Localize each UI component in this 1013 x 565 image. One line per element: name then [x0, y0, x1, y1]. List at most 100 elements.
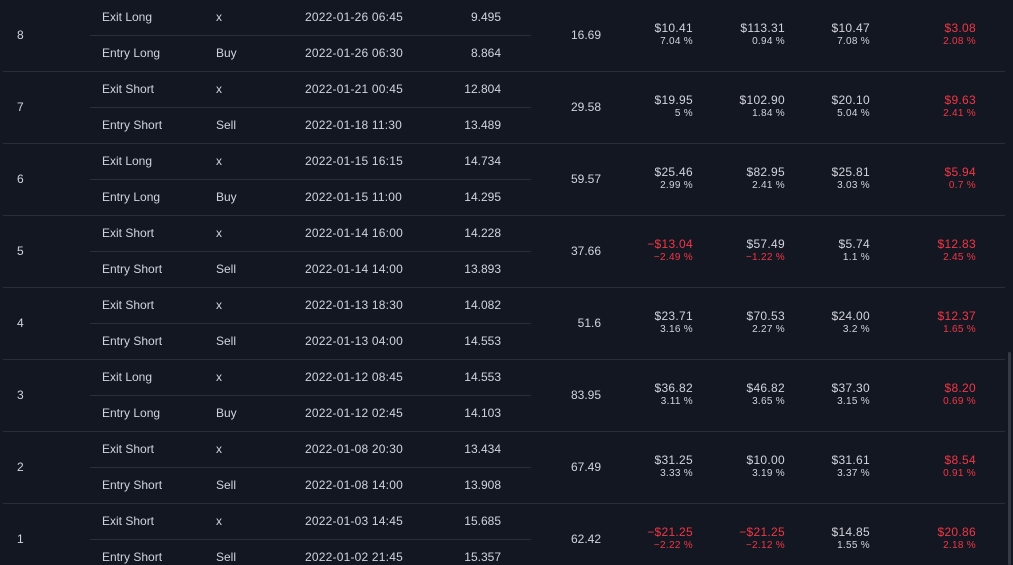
trade-datetime: 2022-01-26 06:45	[305, 10, 403, 24]
profit: $36.82 3.11 %	[654, 381, 693, 408]
run-up-percent: 3.37 %	[837, 468, 870, 479]
cumulative-profit-percent: 3.19 %	[752, 468, 785, 479]
trade-type: Exit Long	[102, 154, 153, 168]
cumulative-profit: $10.00 3.19 %	[746, 453, 785, 480]
trade-type: Entry Long	[102, 190, 161, 204]
drawdown: $8.54 0.91 %	[943, 453, 976, 480]
trade-row[interactable]: 5 Exit Short x 2022-01-14 16:00 14.228 Entry …	[3, 215, 1005, 288]
run-up: $10.47 7.08 %	[831, 21, 870, 48]
run-up: $5.74 1.1 %	[838, 237, 870, 264]
profit-percent: 7.04 %	[660, 36, 693, 47]
trade-signal: x	[216, 226, 222, 240]
entry-subrow: Entry Short Sell 2022-01-02 21:45 15.357	[90, 539, 531, 565]
run-up: $37.30 3.15 %	[831, 381, 870, 408]
cumulative-profit: $46.82 3.65 %	[746, 381, 785, 408]
trade-type: Entry Short	[102, 478, 163, 492]
profit: $25.46 2.99 %	[654, 165, 693, 192]
profit-percent: −2.49 %	[653, 252, 693, 263]
entry-subrow: Entry Long Buy 2022-01-15 11:00 14.295	[90, 179, 531, 215]
run-up: $14.85 1.55 %	[831, 525, 870, 552]
profit-percent: 5 %	[674, 108, 693, 119]
drawdown-value: $3.08	[944, 21, 976, 35]
exit-subrow: Exit Long x 2022-01-26 06:45 9.495	[90, 0, 531, 36]
cumulative-profit-value: $102.90	[739, 93, 785, 107]
trade-type: Entry Long	[102, 46, 161, 60]
exit-subrow: Exit Long x 2022-01-15 16:15 14.734	[90, 143, 531, 180]
exit-subrow: Exit Short x 2022-01-14 16:00 14.228	[90, 215, 531, 252]
entry-subrow: Entry Long Buy 2022-01-12 02:45 14.103	[90, 395, 531, 431]
exit-subrow: Exit Long x 2022-01-12 08:45 14.553	[90, 359, 531, 396]
drawdown: $8.20 0.69 %	[943, 381, 976, 408]
trade-signal: Sell	[216, 334, 237, 348]
profit: $19.95 5 %	[654, 93, 693, 120]
drawdown-percent: 0.69 %	[943, 396, 976, 407]
drawdown-percent: 0.7 %	[948, 180, 976, 191]
run-up-percent: 3.2 %	[842, 324, 870, 335]
trade-row[interactable]: 2 Exit Short x 2022-01-08 20:30 13.434 Entry …	[3, 431, 1005, 504]
trade-number: 3	[17, 388, 24, 402]
scrollbar[interactable]	[1008, 352, 1011, 565]
entry-subrow: Entry Short Sell 2022-01-08 14:00 13.908	[90, 467, 531, 503]
run-up-value: $25.81	[831, 165, 870, 179]
trade-contracts: 37.66	[570, 244, 601, 258]
trade-type: Exit Short	[102, 226, 155, 240]
profit-percent: 2.99 %	[660, 180, 693, 191]
run-up: $24.00 3.2 %	[831, 309, 870, 336]
trade-datetime: 2022-01-08 20:30	[305, 442, 403, 456]
trade-datetime: 2022-01-15 16:15	[305, 154, 403, 168]
entry-subrow: Entry Short Sell 2022-01-18 11:30 13.489	[90, 107, 531, 143]
trade-type: Exit Long	[102, 370, 153, 384]
trade-number: 7	[17, 100, 24, 114]
run-up: $31.61 3.37 %	[831, 453, 870, 480]
trade-signal: x	[216, 514, 222, 528]
exit-subrow: Exit Short x 2022-01-03 14:45 15.685	[90, 503, 531, 540]
trade-price: 14.553	[464, 334, 501, 348]
drawdown: $3.08 2.08 %	[943, 21, 976, 48]
trade-datetime: 2022-01-15 11:00	[305, 190, 403, 204]
cumulative-profit-value: $82.95	[746, 165, 785, 179]
cumulative-profit-value: $113.31	[740, 21, 785, 35]
trade-contracts: 67.49	[570, 460, 601, 474]
run-up: $25.81 3.03 %	[831, 165, 870, 192]
drawdown-percent: 2.18 %	[943, 540, 976, 551]
trade-price: 13.908	[464, 478, 501, 492]
trade-signal: Sell	[216, 550, 237, 564]
trade-row[interactable]: 6 Exit Long x 2022-01-15 16:15 14.734 Entry L…	[3, 143, 1005, 216]
cumulative-profit-value: $46.82	[746, 381, 785, 395]
trade-price: 13.489	[464, 118, 501, 132]
trade-contracts: 29.58	[570, 100, 601, 114]
trade-type: Exit Short	[102, 82, 155, 96]
run-up: $20.10 5.04 %	[831, 93, 870, 120]
cumulative-profit-value: $10.00	[746, 453, 785, 467]
drawdown-percent: 1.65 %	[943, 324, 976, 335]
cumulative-profit-percent: 3.65 %	[752, 396, 785, 407]
cumulative-profit: $70.53 2.27 %	[746, 309, 785, 336]
trade-signal: x	[216, 10, 222, 24]
trade-signal: x	[216, 82, 222, 96]
drawdown: $5.94 0.7 %	[944, 165, 976, 192]
cumulative-profit: −$21.25 −2.12 %	[739, 525, 785, 552]
profit-percent: −2.22 %	[653, 540, 693, 551]
trade-row[interactable]: 3 Exit Long x 2022-01-12 08:45 14.553 Entry L…	[3, 359, 1005, 432]
run-up-percent: 5.04 %	[837, 108, 870, 119]
trade-row[interactable]: 7 Exit Short x 2022-01-21 00:45 12.804 Entry …	[3, 71, 1005, 144]
cumulative-profit-percent: −2.12 %	[745, 540, 785, 551]
run-up-value: $24.00	[831, 309, 870, 323]
trade-type: Exit Long	[102, 10, 153, 24]
trade-signal: Sell	[216, 118, 237, 132]
cumulative-profit-percent: 1.84 %	[752, 108, 785, 119]
trade-row[interactable]: 4 Exit Short x 2022-01-13 18:30 14.082 Entry …	[3, 287, 1005, 360]
trade-row[interactable]: 8 Exit Long x 2022-01-26 06:45 9.495 Entry Lo…	[3, 0, 1005, 72]
trade-price: 14.734	[464, 154, 501, 168]
trade-datetime: 2022-01-12 02:45	[305, 406, 403, 420]
cumulative-profit-value: $70.53	[746, 309, 785, 323]
run-up-percent: 1.55 %	[837, 540, 870, 551]
drawdown-percent: 2.45 %	[943, 252, 976, 263]
trade-datetime: 2022-01-14 14:00	[305, 262, 403, 276]
trade-datetime: 2022-01-18 11:30	[305, 118, 403, 132]
trade-row[interactable]: 1 Exit Short x 2022-01-03 14:45 15.685 Entry …	[3, 503, 1005, 565]
drawdown-value: $8.20	[944, 381, 976, 395]
profit-value: $31.25	[654, 453, 693, 467]
run-up-percent: 3.03 %	[837, 180, 870, 191]
